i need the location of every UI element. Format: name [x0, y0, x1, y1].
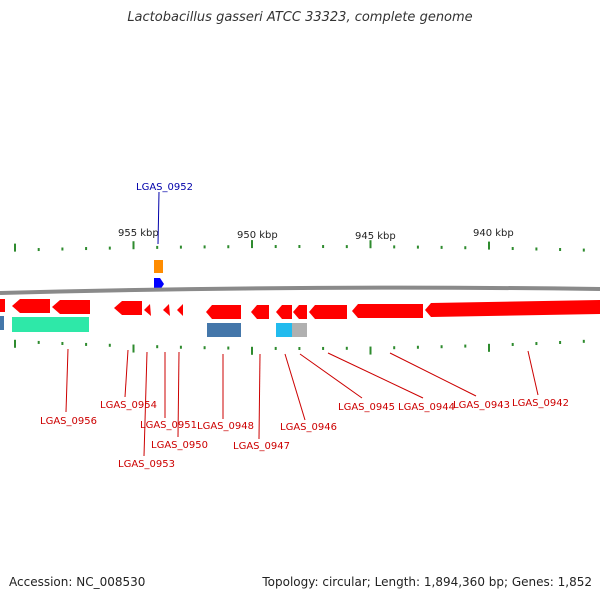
minor-tick	[37, 340, 40, 344]
minor-tick	[464, 344, 467, 348]
minor-tick	[582, 248, 585, 252]
gene-label-lgas-0953[interactable]: LGAS_0953	[118, 459, 175, 470]
gene-label-lgas-0945[interactable]: LGAS_0945	[338, 402, 395, 413]
minor-tick	[156, 345, 159, 349]
gene-label-lgas-0947[interactable]: LGAS_0947	[233, 441, 290, 452]
genome-summary-text: Topology: circular; Length: 1,894,360 bp…	[262, 575, 592, 589]
minor-tick	[179, 345, 182, 349]
gene-label-lgas-0946[interactable]: LGAS_0946	[280, 422, 337, 433]
gene-label-lgas-0956[interactable]: LGAS_0956	[40, 416, 97, 427]
minor-tick	[227, 245, 230, 249]
minor-tick	[322, 346, 325, 350]
orange-feature[interactable]	[154, 260, 163, 273]
minor-tick	[61, 341, 64, 345]
genome-backbone	[0, 285, 600, 295]
minor-tick	[559, 340, 562, 344]
leader-lines-bottom	[65, 348, 539, 457]
scale-label-945: 945 kbp	[355, 231, 396, 242]
minor-tick	[227, 346, 230, 350]
grey-feature[interactable]	[292, 323, 307, 337]
minor-tick	[108, 246, 111, 250]
gene-arrow[interactable]	[12, 299, 50, 313]
leader-line-lgas-0952	[157, 191, 160, 245]
major-tick	[132, 344, 135, 353]
major-tick	[251, 346, 253, 355]
minor-tick	[535, 342, 538, 346]
minor-tick	[416, 245, 419, 249]
gene-arrow-lgas-0944[interactable]	[352, 304, 423, 318]
gene-label-lgas-0943[interactable]: LGAS_0943	[453, 400, 510, 411]
scale-label-955: 955 kbp	[118, 228, 159, 239]
major-tick	[14, 339, 16, 348]
minor-tick	[559, 248, 562, 252]
minor-tick	[440, 345, 443, 349]
teal-feature[interactable]	[12, 317, 89, 332]
minor-tick	[61, 247, 64, 251]
minor-tick	[511, 247, 514, 251]
minor-tick	[416, 345, 419, 349]
major-tick	[488, 343, 490, 352]
accession-text: Accession: NC_008530	[9, 575, 146, 589]
major-tick	[14, 243, 16, 252]
minor-tick	[274, 346, 277, 350]
minor-tick	[85, 342, 88, 346]
rna-feature-lgas-0952[interactable]	[154, 278, 164, 290]
scale-ticks-bottom	[14, 339, 585, 355]
gene-arrow-lgas-0947[interactable]	[251, 305, 269, 319]
minor-tick	[535, 247, 538, 251]
gene-arrow[interactable]	[293, 305, 307, 319]
gene-label-lgas-0944[interactable]: LGAS_0944	[398, 402, 455, 413]
scale-label-940: 940 kbp	[473, 228, 514, 239]
major-tick	[132, 241, 135, 250]
minor-tick	[203, 245, 206, 249]
gene-arrow-lgas-0951[interactable]	[144, 304, 151, 316]
gene-arrow-lgas-0948[interactable]	[206, 305, 241, 319]
minor-tick	[511, 342, 514, 346]
gene-label-lgas-0950[interactable]: LGAS_0950	[151, 440, 208, 451]
gene-arrow[interactable]	[0, 299, 5, 312]
gene-label-lgas-0948[interactable]: LGAS_0948	[197, 421, 254, 432]
minor-tick	[203, 346, 206, 350]
minor-tick	[393, 245, 396, 249]
gene-arrow-lgas-0945[interactable]	[309, 305, 347, 319]
gene-arrow-lgas-0954[interactable]	[114, 301, 142, 315]
minor-tick	[345, 245, 348, 249]
minor-tick	[179, 245, 182, 249]
minor-tick	[464, 246, 467, 250]
minor-tick	[345, 346, 348, 350]
cyan-feature[interactable]	[276, 323, 292, 337]
gene-arrow[interactable]	[177, 304, 183, 316]
gene-label-lgas-0951[interactable]: LGAS_0951	[140, 420, 197, 431]
major-tick	[369, 240, 372, 249]
feature-bar[interactable]	[0, 316, 4, 330]
gene-label-lgas-0954[interactable]: LGAS_0954	[100, 400, 157, 411]
major-tick	[251, 240, 253, 249]
minor-tick	[298, 245, 301, 249]
gene-label-lgas-0952[interactable]: LGAS_0952	[136, 182, 193, 193]
scale-ticks-top	[14, 240, 585, 252]
gene-arrow-lgas-0946[interactable]	[276, 305, 292, 319]
minor-tick	[274, 245, 277, 249]
gene-arrow-lgas-0950[interactable]	[163, 304, 170, 316]
minor-tick	[322, 245, 325, 249]
gene-track-reverse	[0, 299, 600, 319]
gene-arrow-lgas-0942[interactable]	[425, 300, 600, 317]
minor-tick	[440, 245, 443, 249]
minor-tick	[156, 245, 159, 249]
minor-tick	[37, 248, 40, 252]
major-tick	[369, 346, 372, 355]
minor-tick	[393, 346, 396, 350]
minor-tick	[582, 339, 585, 343]
minor-tick	[108, 343, 111, 347]
map-title: Lactobacillus gasseri ATCC 33323, comple…	[127, 10, 473, 25]
minor-tick	[298, 346, 301, 350]
minor-tick	[85, 247, 88, 251]
major-tick	[488, 241, 490, 250]
steel-feature[interactable]	[207, 323, 241, 337]
gene-arrow[interactable]	[52, 300, 90, 314]
scale-label-950: 950 kbp	[237, 230, 278, 241]
gene-label-lgas-0942[interactable]: LGAS_0942	[512, 398, 569, 409]
